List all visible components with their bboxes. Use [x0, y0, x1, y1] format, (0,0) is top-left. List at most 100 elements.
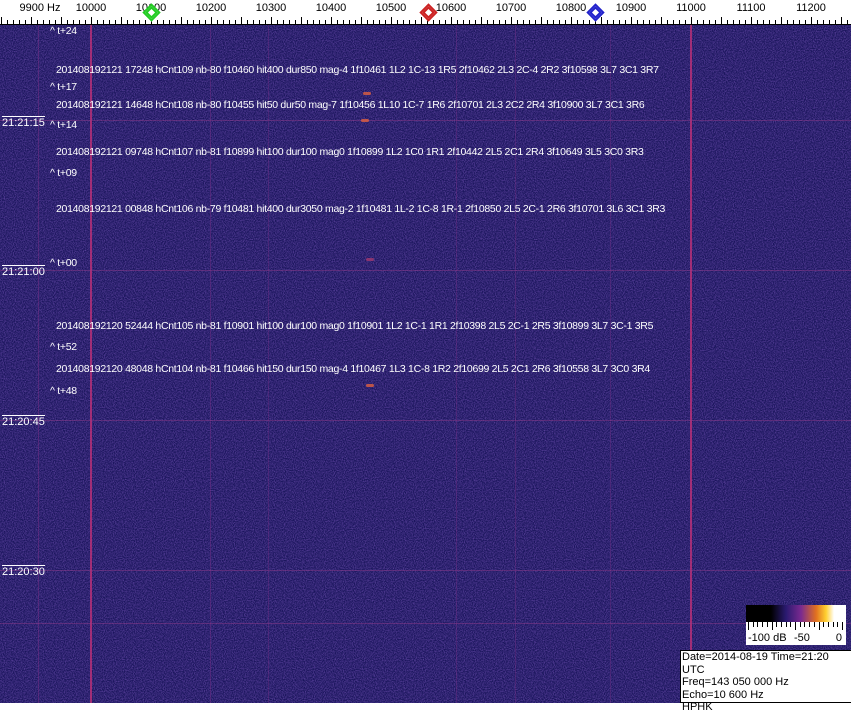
- axis-tick: [277, 20, 278, 25]
- noise-background: [0, 25, 851, 703]
- meteor-echo: [366, 258, 374, 261]
- freq-label: 10300: [255, 2, 287, 14]
- axis-tick: [229, 20, 230, 25]
- axis-tick: [409, 20, 410, 25]
- freq-label: 10600: [435, 2, 467, 14]
- axis-tick: [523, 20, 524, 25]
- scale-label-min: -100 dB: [748, 632, 787, 644]
- axis-tick: [385, 20, 386, 25]
- axis-tick: [445, 20, 446, 25]
- axis-tick: [37, 20, 38, 25]
- faint-line: [515, 25, 516, 703]
- axis-tick: [187, 20, 188, 25]
- axis-tick: [337, 20, 338, 25]
- scale-label-max: 0: [835, 632, 842, 644]
- freq-label: 10200: [195, 2, 227, 14]
- scale-tick: [752, 622, 754, 627]
- axis-tick: [583, 20, 584, 25]
- axis-tick: [571, 17, 572, 25]
- time-label: 21:20:30: [2, 565, 45, 578]
- axis-tick: [331, 17, 332, 25]
- scale-tick: [757, 622, 759, 627]
- freq-label: 11000: [676, 2, 706, 14]
- time-label: 21:21:00: [2, 265, 45, 278]
- axis-tick: [511, 17, 512, 25]
- axis-tick: [781, 17, 782, 25]
- scale-tick: [813, 622, 815, 627]
- axis-tick: [169, 20, 170, 25]
- axis-tick: [625, 20, 626, 25]
- axis-tick: [145, 20, 146, 25]
- axis-tick: [661, 17, 662, 25]
- axis-tick: [835, 20, 836, 25]
- axis-tick: [1, 17, 2, 25]
- axis-tick: [517, 20, 518, 25]
- offset-mark: ^ t+14: [50, 119, 77, 131]
- axis-tick: [367, 20, 368, 25]
- scale-tick: [776, 622, 778, 627]
- axis-tick: [715, 20, 716, 25]
- detection-line: 201408192120 48048 hCnt104 nb-81 f10466 …: [56, 363, 650, 375]
- faint-line: [268, 25, 269, 703]
- axis-tick: [55, 20, 56, 25]
- axis-tick: [463, 20, 464, 25]
- axis-tick: [349, 20, 350, 25]
- axis-tick: [319, 20, 320, 25]
- freq-label: 10900: [615, 2, 647, 14]
- scale-tick: [842, 622, 843, 630]
- axis-tick: [49, 20, 50, 25]
- color-scale-ticks: [746, 622, 846, 630]
- axis-tick: [31, 17, 32, 25]
- axis-tick: [667, 20, 668, 25]
- axis-tick: [403, 20, 404, 25]
- scale-label-mid: -50: [794, 632, 810, 644]
- faint-line: [38, 25, 39, 703]
- axis-tick: [157, 20, 158, 25]
- axis-tick: [43, 20, 44, 25]
- scale-tick: [790, 622, 792, 627]
- detection-line: 201408192121 14648 hCnt108 nb-80 f10455 …: [56, 99, 645, 111]
- axis-tick: [451, 17, 452, 25]
- axis-tick: [619, 20, 620, 25]
- axis-tick: [745, 20, 746, 25]
- scale-tick: [771, 622, 773, 630]
- color-scale: -100 dB -50 0: [746, 605, 846, 645]
- axis-tick: [103, 20, 104, 25]
- axis-tick: [739, 20, 740, 25]
- axis-tick: [841, 17, 842, 25]
- meteor-echo: [363, 92, 371, 95]
- axis-tick: [97, 20, 98, 25]
- axis-tick: [733, 20, 734, 25]
- axis-tick: [253, 20, 254, 25]
- axis-tick: [553, 20, 554, 25]
- offset-mark: ^ t+24: [50, 25, 77, 37]
- spectrogram: 21:21:15 21:21:00 21:20:45 21:20:30 ^ t+…: [0, 25, 851, 703]
- date-time: Date=2014-08-19 Time=21:20 UTC: [682, 651, 829, 676]
- axis-tick: [565, 20, 566, 25]
- reference-line-10000: [90, 25, 92, 703]
- scale-tick: [762, 622, 764, 627]
- axis-baseline: [0, 24, 851, 25]
- axis-tick: [643, 20, 644, 25]
- axis-tick: [19, 20, 20, 25]
- axis-tick: [415, 20, 416, 25]
- axis-tick: [265, 20, 266, 25]
- axis-tick: [175, 20, 176, 25]
- axis-tick: [487, 20, 488, 25]
- faint-line: [610, 25, 611, 703]
- axis-tick: [709, 20, 710, 25]
- axis-tick: [361, 17, 362, 25]
- scale-tick: [785, 622, 787, 627]
- axis-tick: [247, 20, 248, 25]
- time-label: 21:20:45: [2, 415, 45, 428]
- axis-tick: [655, 20, 656, 25]
- freq-label: 11200: [796, 2, 826, 14]
- axis-tick: [61, 17, 62, 25]
- detection-line: 201408192121 17248 hCnt109 nb-80 f10460 …: [56, 64, 659, 76]
- axis-tick: [769, 20, 770, 25]
- detection-line: 201408192121 09748 hCnt107 nb-81 f10899 …: [56, 146, 644, 158]
- axis-tick: [427, 20, 428, 25]
- axis-tick: [529, 20, 530, 25]
- axis-tick: [631, 17, 632, 25]
- axis-tick: [181, 17, 182, 25]
